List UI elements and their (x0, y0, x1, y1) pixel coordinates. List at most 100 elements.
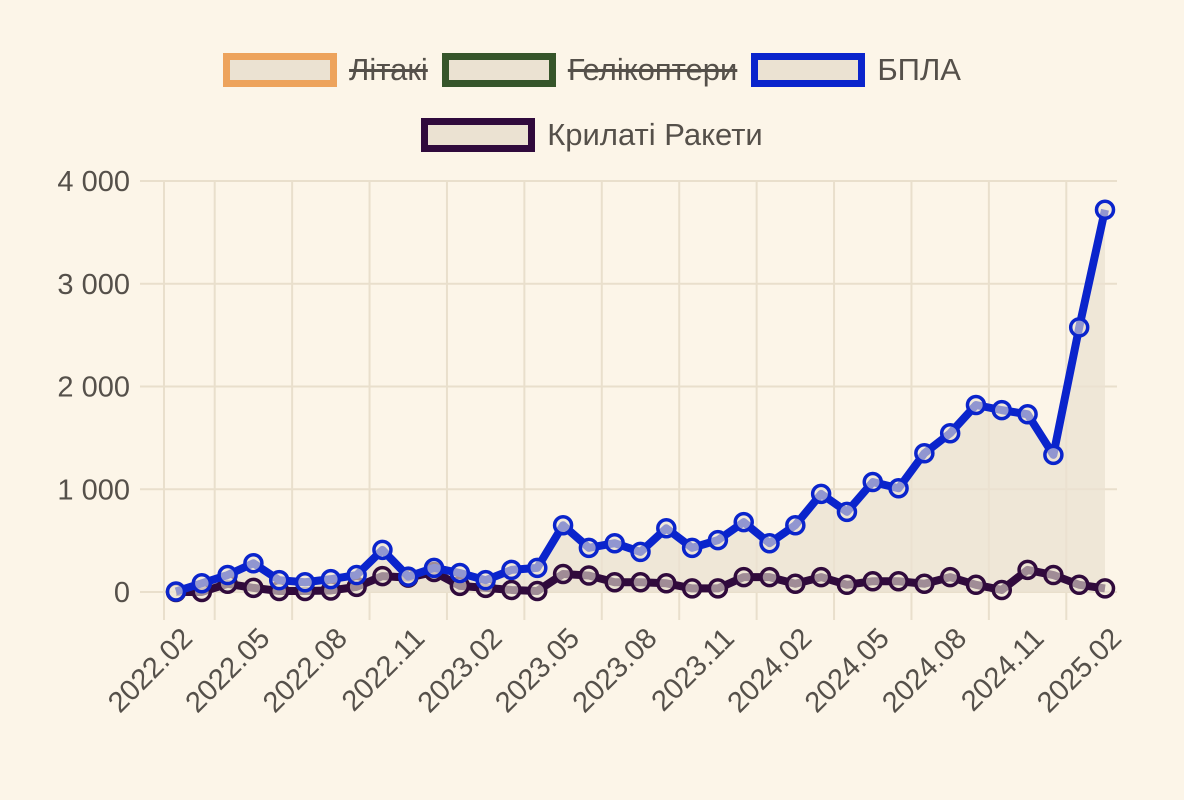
cruise-missiles-swatch-icon (421, 118, 536, 152)
x-axis: 2022.022022.052022.082022.112023.022023.… (102, 622, 1128, 719)
data-point[interactable] (604, 532, 625, 554)
x-tick-label: 2022.11 (336, 622, 431, 717)
x-tick-label: 2023.11 (646, 622, 741, 717)
legend-item-helicopters[interactable]: Гелікоптери (441, 52, 738, 88)
planes-swatch-icon (223, 53, 338, 87)
y-axis: 0 1 000 2 000 3 000 4 000 (57, 166, 130, 609)
data-point[interactable] (191, 573, 213, 594)
data-point[interactable] (681, 578, 703, 599)
data-point[interactable] (527, 557, 548, 579)
data-point[interactable] (320, 568, 342, 590)
data-point[interactable] (1017, 403, 1038, 425)
data-point[interactable] (656, 573, 677, 594)
y-tick-label: 2 000 (57, 372, 130, 404)
legend-label: БПЛА (877, 52, 961, 87)
data-point[interactable] (759, 566, 780, 588)
x-tick-label: 2022.08 (257, 622, 354, 719)
legend-item-uav[interactable]: БПЛА (751, 52, 961, 88)
data-point[interactable] (1094, 578, 1116, 599)
data-point[interactable] (656, 518, 677, 539)
data-point[interactable] (1068, 574, 1090, 596)
data-point[interactable] (243, 552, 264, 574)
series-layer (165, 199, 1116, 603)
data-point[interactable] (630, 571, 651, 593)
legend-label: Гелікоптери (567, 52, 738, 87)
legend-item-planes[interactable]: Літакі (223, 52, 428, 88)
data-point[interactable] (423, 557, 445, 579)
data-point[interactable] (707, 578, 729, 599)
x-tick-label: 2024.11 (955, 622, 1050, 717)
data-point[interactable] (372, 539, 393, 561)
data-point[interactable] (501, 559, 522, 581)
data-point[interactable] (914, 573, 935, 595)
data-point[interactable] (785, 573, 806, 595)
legend-item-cruise-missiles[interactable]: Крилаті Ракети (421, 117, 763, 153)
data-point[interactable] (1043, 444, 1064, 466)
data-point[interactable] (862, 471, 883, 493)
x-tick-label: 2024.05 (799, 622, 896, 719)
data-point[interactable] (991, 399, 1013, 421)
data-point[interactable] (810, 483, 832, 505)
data-point[interactable] (939, 423, 961, 444)
data-point[interactable] (346, 564, 367, 586)
data-point[interactable] (578, 537, 600, 559)
series-area (176, 209, 1105, 592)
y-tick-label: 1 000 (57, 474, 130, 506)
data-point[interactable] (268, 569, 290, 591)
data-point[interactable] (862, 570, 883, 592)
y-tick-label: 0 (114, 577, 130, 609)
data-point[interactable] (733, 511, 754, 533)
y-tick-label: 4 000 (57, 166, 130, 198)
uav-swatch-icon (751, 53, 866, 87)
data-point[interactable] (707, 529, 729, 551)
data-point[interactable] (604, 571, 625, 593)
data-point[interactable] (217, 564, 238, 586)
data-point[interactable] (165, 581, 187, 602)
x-tick-label: 2023.02 (412, 622, 509, 719)
x-tick-label: 2023.05 (489, 622, 586, 719)
data-point[interactable] (681, 537, 703, 559)
data-point[interactable] (914, 443, 935, 464)
data-point[interactable] (965, 394, 987, 416)
x-tick-label: 2024.02 (722, 622, 819, 719)
data-point[interactable] (991, 579, 1013, 601)
data-point[interactable] (243, 577, 264, 599)
data-point[interactable] (552, 563, 574, 585)
data-point[interactable] (578, 565, 600, 586)
data-point[interactable] (759, 532, 780, 554)
data-point[interactable] (1094, 199, 1116, 221)
legend-row-2: Крилаті Ракети (0, 105, 1184, 165)
legend-row-1: Літакі Гелікоптери БПЛА (0, 40, 1184, 100)
data-point[interactable] (785, 514, 806, 536)
data-point[interactable] (888, 477, 909, 499)
data-point[interactable] (810, 566, 832, 588)
data-point[interactable] (475, 569, 496, 591)
data-point[interactable] (939, 566, 961, 588)
legend-label: Літакі (349, 52, 428, 87)
y-tick-label: 3 000 (57, 269, 130, 301)
data-point[interactable] (294, 571, 316, 593)
x-tick-label: 2023.08 (567, 622, 664, 719)
data-point[interactable] (836, 501, 858, 523)
data-point[interactable] (449, 562, 471, 584)
data-point[interactable] (372, 565, 393, 587)
data-point[interactable] (630, 541, 651, 563)
x-tick-label: 2022.05 (180, 622, 277, 719)
data-point[interactable] (836, 574, 858, 596)
data-point[interactable] (501, 579, 522, 601)
x-tick-label: 2024.08 (876, 622, 973, 719)
legend-label: Крилаті Ракети (547, 117, 763, 152)
data-point[interactable] (1043, 564, 1064, 586)
data-point[interactable] (888, 570, 909, 592)
data-point[interactable] (552, 514, 574, 536)
helicopters-swatch-icon (441, 53, 556, 87)
x-tick-label: 2025.02 (1031, 622, 1128, 719)
x-tick-label: 2022.02 (102, 622, 199, 719)
data-point[interactable] (398, 566, 419, 587)
data-point[interactable] (1017, 559, 1038, 581)
data-point[interactable] (965, 574, 987, 596)
data-point[interactable] (1068, 317, 1090, 338)
data-point[interactable] (733, 566, 754, 588)
data-point[interactable] (527, 580, 548, 602)
